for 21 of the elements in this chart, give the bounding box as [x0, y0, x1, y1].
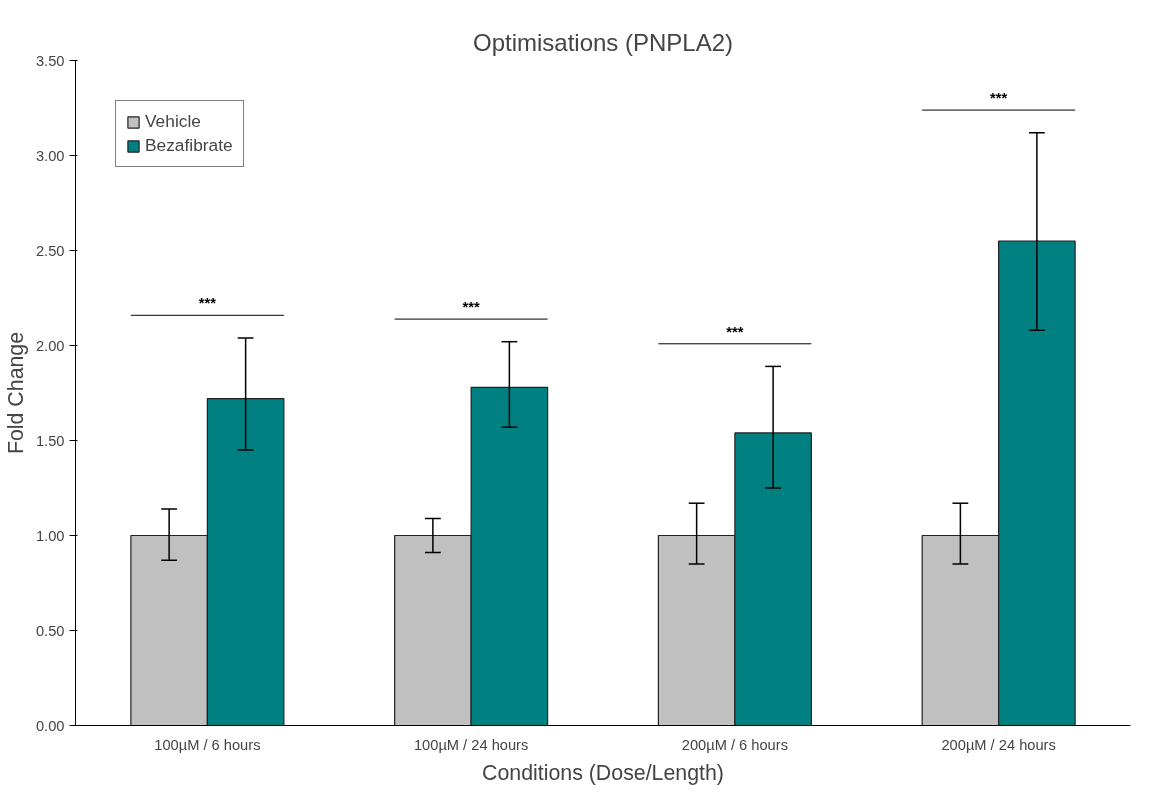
legend-label: Vehicle: [145, 111, 201, 132]
y-tick-label: 0.50: [35, 622, 65, 639]
y-tick-label: 0.00: [35, 717, 65, 734]
x-tick-label: 200µM / 6 hours: [681, 736, 788, 753]
y-tick-label: 1.50: [35, 432, 65, 449]
y-axis-title: Fold Change: [3, 331, 28, 455]
y-tick-label: 1.00: [35, 527, 65, 544]
legend-label: Bezafibrate: [145, 135, 233, 156]
annotation: ***: [198, 295, 217, 312]
x-axis-title: Conditions (Dose/Length): [482, 760, 724, 785]
annotation: ***: [462, 299, 480, 316]
y-tick-label: 2.50: [35, 242, 65, 259]
annotation: ***: [990, 90, 1008, 107]
chart-title: Optimisations (PNPLA2): [472, 28, 734, 56]
y-tick-label: 2.00: [35, 337, 65, 354]
y-tick-label: 3.50: [35, 52, 65, 69]
x-tick-label: 200µM / 24 hours: [941, 736, 1056, 753]
y-tick-label: 3.00: [35, 147, 65, 164]
annotation: ***: [726, 323, 744, 340]
x-tick-label: 100µM / 24 hours: [413, 736, 529, 753]
x-tick-label: 100µM / 6 hours: [154, 736, 261, 753]
